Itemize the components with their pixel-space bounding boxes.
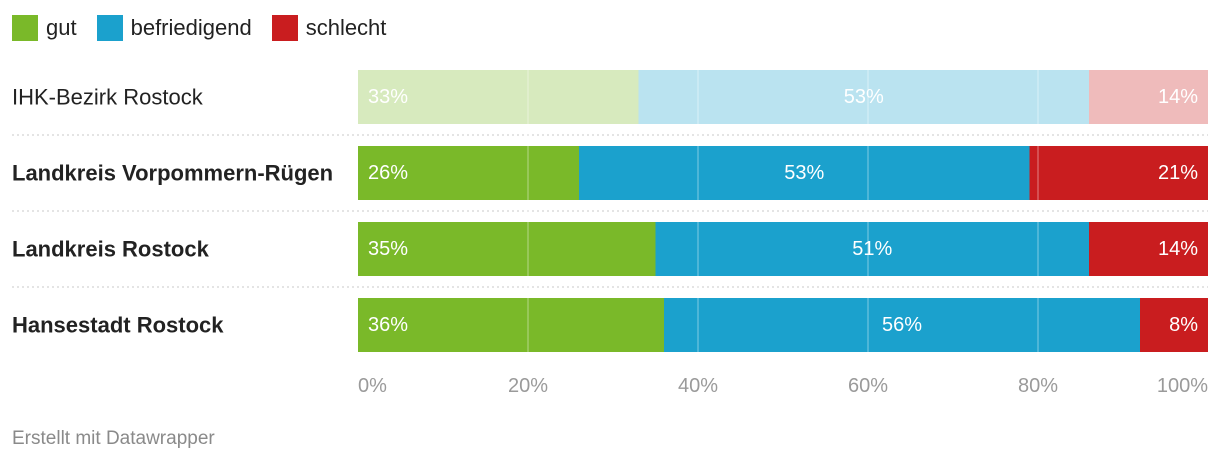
value-label-gut: 33% — [368, 86, 408, 108]
legend-swatch-schlecht — [271, 15, 298, 41]
x-tick-label: 20% — [508, 375, 548, 397]
bar-segment-schlecht — [1089, 222, 1208, 276]
grid-layer — [12, 70, 1208, 352]
bar-segment-gut — [358, 70, 639, 124]
legend-item-gut: gut — [12, 15, 77, 41]
value-label-befriedigend: 56% — [882, 314, 922, 336]
value-label-befriedigend: 53% — [784, 162, 824, 184]
bar-segment-befriedigend — [638, 70, 1089, 124]
legend-swatch-befriedigend — [96, 15, 123, 41]
x-tick-label: 80% — [1018, 375, 1058, 397]
value-label-gut: 26% — [368, 162, 408, 184]
bar-segment-gut — [358, 222, 656, 276]
legend-item-befriedigend: befriedigend — [96, 15, 252, 41]
legend-label-gut: gut — [46, 15, 77, 40]
value-label-befriedigend: 51% — [852, 238, 892, 260]
x-tick-label: 100% — [1157, 375, 1208, 397]
value-label-gut: 35% — [368, 238, 408, 260]
value-label-schlecht: 21% — [1158, 162, 1198, 184]
bar-segment-befriedigend — [655, 222, 1089, 276]
bar-segment-schlecht — [1140, 298, 1208, 352]
legend-swatch-gut — [12, 15, 38, 41]
labels-layer: IHK-Bezirk Rostock 33% 53% 14% Landkreis Vor… — [12, 85, 1208, 398]
bars-layer — [358, 70, 1208, 352]
bar-segment-befriedigend — [579, 146, 1030, 200]
legend-item-schlecht: schlecht — [271, 15, 387, 41]
bar-segment-schlecht — [1029, 146, 1208, 200]
x-tick-label: 40% — [678, 375, 718, 397]
credit-text: Erstellt mit Datawrapper — [12, 428, 215, 449]
row-label: IHK-Bezirk Rostock — [12, 85, 204, 110]
value-label-schlecht: 14% — [1158, 86, 1198, 108]
row-label: Landkreis Vorpommern-Rügen — [12, 161, 333, 186]
x-tick-label: 60% — [848, 375, 888, 397]
bar-segment-befriedigend — [664, 298, 1140, 352]
legend: gut befriedigend schlecht — [12, 10, 406, 46]
legend-label-befriedigend: befriedigend — [130, 15, 252, 40]
value-label-schlecht: 14% — [1158, 238, 1198, 260]
value-label-befriedigend: 53% — [844, 86, 884, 108]
row-label: Landkreis Rostock — [12, 237, 210, 262]
bar-segment-gut — [358, 146, 579, 200]
row-label: Hansestadt Rostock — [12, 313, 224, 338]
x-tick-label: 0% — [358, 375, 387, 397]
bar-segment-schlecht — [1089, 70, 1208, 124]
value-label-gut: 36% — [368, 314, 408, 336]
bar-segment-gut — [358, 298, 664, 352]
legend-label-schlecht: schlecht — [305, 15, 387, 40]
value-label-schlecht: 8% — [1169, 314, 1198, 336]
